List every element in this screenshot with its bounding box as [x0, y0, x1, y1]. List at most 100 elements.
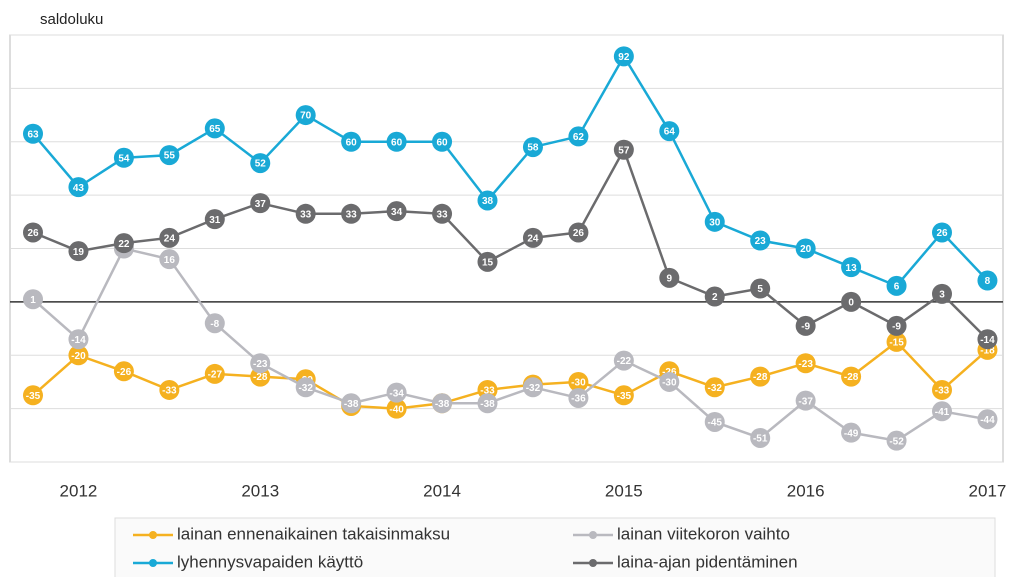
data-label: -18	[980, 346, 995, 357]
data-label: -22	[617, 356, 632, 367]
point	[204, 313, 225, 334]
data-label: -20	[71, 351, 86, 362]
point	[68, 241, 89, 262]
data-label: 30	[709, 217, 721, 228]
point	[841, 257, 862, 278]
point	[795, 238, 816, 259]
x-tick-label: 2016	[787, 481, 825, 500]
point	[250, 153, 271, 174]
point	[659, 121, 680, 142]
point	[295, 105, 316, 126]
point	[522, 227, 543, 248]
data-label: -30	[662, 378, 677, 389]
data-label: 22	[118, 239, 130, 250]
data-label: -14	[71, 335, 86, 346]
series-line	[32, 53, 989, 288]
series-line	[32, 247, 988, 442]
data-label: 64	[664, 127, 676, 138]
point	[977, 409, 998, 430]
data-label: 70	[300, 111, 312, 122]
point	[886, 331, 907, 352]
data-label: 9	[667, 273, 673, 284]
point	[522, 377, 543, 398]
data-label: -9	[801, 322, 810, 333]
data-label: -38	[480, 399, 495, 410]
data-label: -8	[210, 319, 219, 330]
point	[23, 123, 43, 144]
point	[68, 329, 89, 350]
data-label: 60	[391, 137, 403, 148]
legend-marker	[149, 531, 157, 539]
point	[795, 315, 816, 336]
x-tick-label: 2017	[969, 481, 1007, 500]
data-label: -30	[571, 378, 586, 389]
data-label: -26	[117, 367, 132, 378]
data-label: -49	[844, 428, 859, 439]
point	[386, 382, 407, 403]
point	[250, 193, 271, 214]
point	[795, 353, 816, 374]
point	[386, 131, 407, 152]
x-tick-label: 2014	[423, 481, 461, 500]
data-label: -51	[753, 434, 768, 445]
data-label: 62	[573, 132, 585, 143]
point	[159, 249, 180, 270]
point	[341, 131, 362, 152]
data-label: 33	[436, 209, 448, 220]
point	[932, 283, 952, 304]
data-label: -28	[253, 372, 268, 383]
data-label: -40	[389, 404, 404, 415]
data-label: 65	[209, 124, 221, 135]
point	[159, 227, 180, 248]
point	[432, 203, 453, 224]
data-label: -36	[571, 394, 586, 405]
point	[113, 361, 134, 382]
data-label: -45	[708, 418, 723, 429]
y-axis-label: saldoluku	[40, 11, 103, 28]
point	[295, 377, 316, 398]
data-label: 54	[118, 153, 130, 164]
data-label: -32	[298, 383, 313, 394]
point	[659, 371, 680, 392]
point	[977, 270, 998, 291]
data-label: 92	[618, 52, 630, 63]
legend-label: lyhennysvapaiden käyttö	[177, 552, 363, 571]
point	[886, 430, 907, 451]
data-label: -35	[617, 391, 632, 402]
point	[386, 201, 407, 222]
point	[841, 366, 862, 387]
data-label: 43	[73, 183, 85, 194]
data-label: 24	[164, 233, 176, 244]
point	[386, 398, 407, 419]
point	[159, 379, 180, 400]
data-label: -38	[344, 399, 359, 410]
point	[68, 345, 89, 366]
data-label: 57	[618, 145, 630, 156]
point	[159, 145, 180, 166]
point	[750, 278, 771, 299]
point	[432, 393, 453, 414]
data-label: 8	[985, 276, 991, 287]
data-label: -23	[253, 359, 268, 370]
point	[886, 315, 907, 336]
point	[750, 366, 771, 387]
data-label: 55	[164, 151, 176, 162]
point	[341, 203, 362, 224]
point	[704, 211, 725, 232]
legend-marker	[589, 531, 597, 539]
legend-box	[114, 517, 996, 577]
data-label: 26	[27, 228, 39, 239]
series-line	[32, 146, 989, 341]
point	[477, 190, 498, 211]
data-label: 6	[894, 282, 900, 293]
legend-label: laina-ajan pidentäminen	[617, 552, 798, 571]
point	[341, 393, 362, 414]
data-label: 23	[755, 236, 767, 247]
data-label: 63	[27, 129, 39, 140]
data-label: -33	[480, 386, 495, 397]
data-label: 16	[164, 255, 176, 266]
point	[841, 422, 862, 443]
data-label: -32	[708, 383, 723, 394]
point	[68, 177, 89, 198]
point	[113, 233, 134, 254]
